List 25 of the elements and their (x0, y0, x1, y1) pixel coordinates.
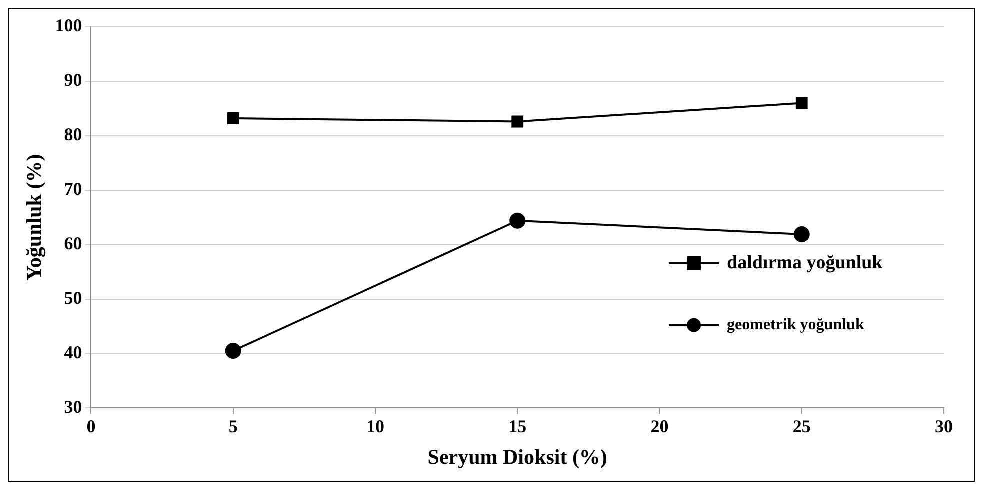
y-tick-label: 60 (64, 233, 82, 254)
x-tick-label: 5 (228, 416, 238, 437)
y-tick-label: 30 (64, 396, 82, 417)
y-tick-label: 50 (64, 288, 82, 308)
y-tick-label: 100 (55, 16, 82, 36)
y-axis-title: Yoğunluk (%) (22, 154, 46, 281)
x-tick-label: 15 (508, 416, 527, 437)
x-tick-label: 10 (366, 416, 384, 437)
x-tick-label: 30 (935, 416, 953, 437)
legend-label: daldırma yoğunluk (727, 252, 884, 274)
x-tick-label: 20 (650, 416, 669, 437)
point (225, 343, 242, 360)
point (510, 212, 526, 229)
x-tick-label: 25 (792, 416, 811, 437)
point (512, 116, 524, 128)
x-tick-label: 0 (86, 416, 96, 437)
y-tick-label: 80 (64, 124, 82, 145)
y-tick-label: 40 (64, 342, 82, 362)
y-tick-label: 90 (64, 70, 82, 90)
legend-label: geometrik yoğunluk (727, 316, 864, 334)
point (796, 97, 808, 110)
point (227, 112, 240, 124)
point (794, 226, 810, 242)
y-tick-label: 70 (64, 179, 82, 200)
x-axis-title: Seryum Dioksit (%) (428, 444, 608, 469)
